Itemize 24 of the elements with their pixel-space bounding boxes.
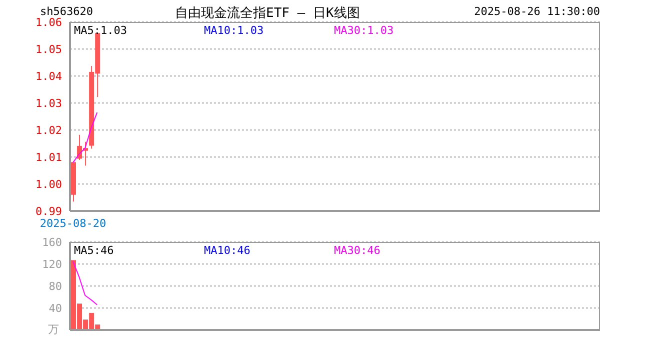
y-tick-label: 80: [48, 280, 62, 293]
annotation: MA30:46: [334, 244, 380, 257]
text: 2025-08-26 11:30:00: [474, 5, 600, 18]
chart-title: 自由现金流全指ETF — 日K线图: [175, 5, 360, 22]
annotation: MA10:1.03: [204, 24, 264, 37]
y-tick-label: 1.06: [36, 16, 62, 29]
chart-subtitle: sh563620: [40, 5, 93, 18]
y-tick-label: 1.04: [36, 70, 62, 83]
annotation: MA5:1.03: [74, 24, 127, 37]
y-tick-label: 40: [48, 302, 62, 315]
y-tick-label: 1.00: [36, 178, 62, 191]
annotation: MA30:1.03: [334, 24, 394, 37]
x-tick-label: 2025-08-20: [40, 216, 106, 230]
y-axis-title: 万: [48, 322, 59, 337]
y-tick-label: 160: [42, 236, 62, 249]
y-tick-label: 1.02: [36, 124, 62, 137]
y-tick-label: 1.03: [36, 96, 62, 110]
y-tick-label: 120: [42, 258, 62, 271]
annotation: MA10:46: [204, 244, 250, 257]
annotation: MA5:46: [74, 244, 114, 257]
line-series: [72, 260, 98, 306]
y-tick-label: 1.05: [36, 42, 62, 56]
y-tick-label: 0.99: [36, 204, 62, 218]
y-tick-label: 1.01: [36, 150, 62, 164]
